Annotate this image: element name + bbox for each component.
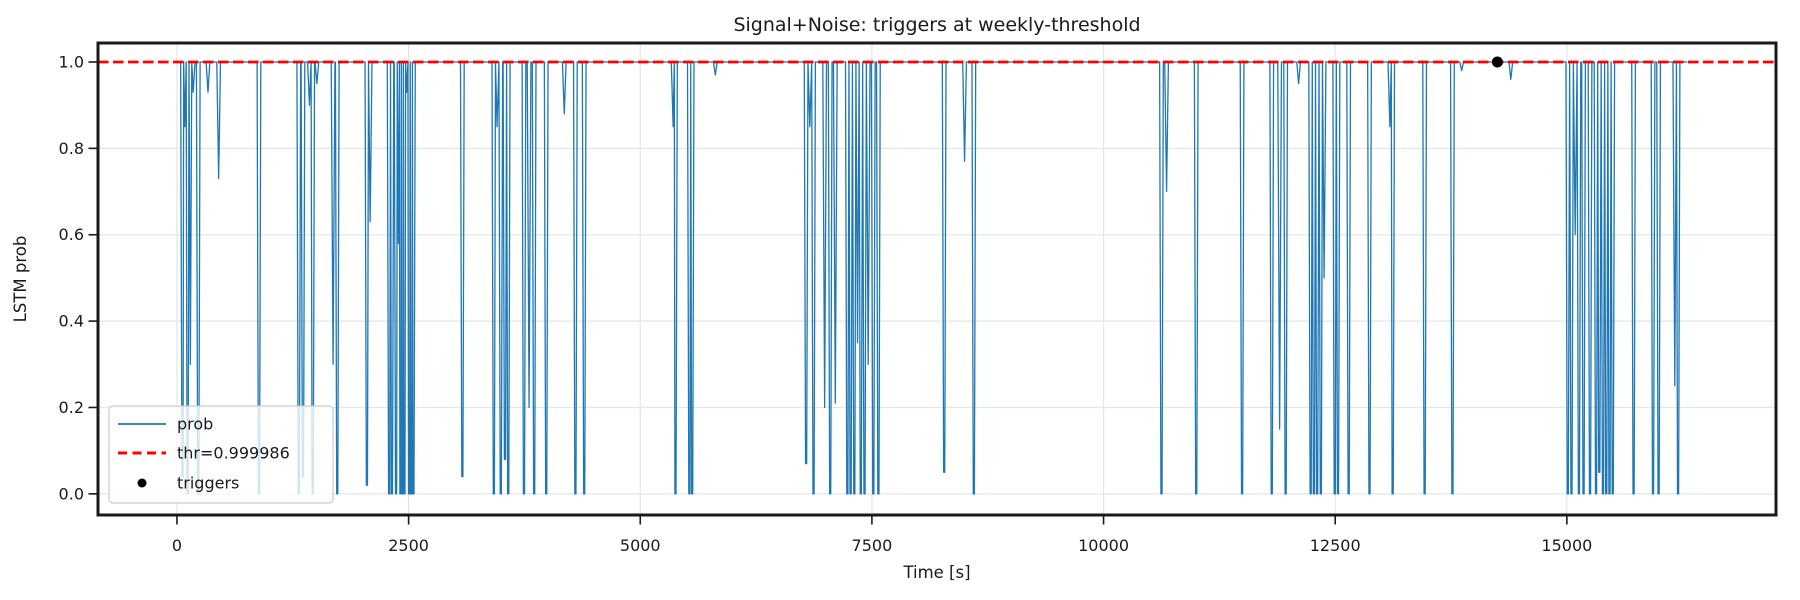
y-tick-label: 1.0 [59,53,84,72]
x-tick-label: 10000 [1078,536,1129,555]
legend-box [108,405,334,504]
x-tick-label: 0 [172,536,182,555]
y-tick-label: 0.6 [59,225,84,244]
legend: prob thr=0.999986 triggers [108,405,334,504]
trigger-dot [1491,56,1503,68]
axis-tick-labels: 0 2500 5000 7500 10000 12500 15000 0.0 0.2 0.4 0.6… [59,53,1593,555]
prob-series-line [176,61,1688,495]
prob-line [176,61,1688,495]
x-tick-label: 2500 [388,536,429,555]
y-tick-label: 0.4 [59,312,84,331]
x-tick-label: 5000 [620,536,661,555]
trigger-markers [1491,56,1503,68]
x-tick-label: 15000 [1541,536,1592,555]
y-tick-label: 0.0 [59,484,84,503]
axes-frame [96,41,1778,517]
legend-dot-swatch [137,478,147,488]
legend-label-threshold: thr=0.999986 [177,444,290,463]
y-axis-label: LSTM prob [11,236,30,323]
axis-ticks [88,61,1568,525]
x-axis-label: Time [s] [902,563,970,582]
x-tick-label: 12500 [1310,536,1361,555]
chart-title: Signal+Noise: triggers at weekly-thresho… [733,14,1140,36]
y-tick-label: 0.2 [59,398,84,417]
legend-label-prob: prob [177,415,213,434]
x-tick-label: 7500 [852,536,893,555]
y-tick-label: 0.8 [59,139,84,158]
grid-lines [98,43,1776,515]
legend-label-triggers: triggers [177,474,239,493]
